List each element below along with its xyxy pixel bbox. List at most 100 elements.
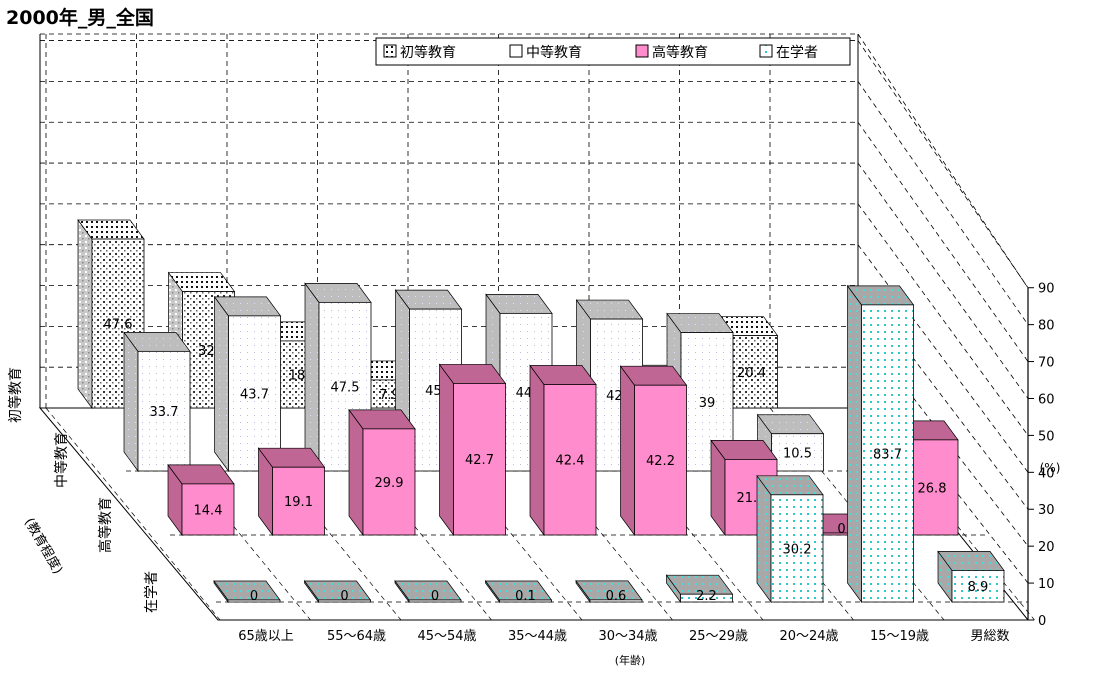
bar-top — [213, 580, 281, 601]
grid-line-side — [857, 40, 1029, 288]
x-tick-label: 15〜19歳 — [870, 629, 929, 644]
data-label: 0.6 — [606, 589, 627, 604]
x-tick-label: 25〜29歳 — [689, 629, 748, 644]
x-tick-label: 45〜54歳 — [417, 629, 476, 644]
bar: 19.1 — [257, 447, 326, 537]
grid-line-side — [857, 121, 1029, 362]
data-label: 0.1 — [515, 589, 536, 604]
bar-front — [951, 570, 1005, 603]
x-tick-label: 65歳以上 — [238, 629, 294, 644]
data-label: 42.2 — [646, 454, 675, 469]
data-label: 0 — [837, 522, 845, 537]
bar-front — [272, 466, 325, 536]
chart-axes: 0 10 20 30 40 50 60 70 80 90 65歳以上 55〜64歳 45〜54歳 35〜4… — [238, 282, 1054, 644]
x-tick-label: 男総数 — [970, 629, 1009, 644]
y-tick-label: 10 — [1038, 577, 1055, 592]
bar-side — [304, 282, 320, 473]
data-label: 83.7 — [873, 447, 902, 462]
depth-label: 初等教育 — [7, 367, 24, 423]
z-axis-label: (教育程度) — [21, 515, 66, 577]
grid-line-side — [857, 162, 1029, 399]
bar: 42.7 — [438, 363, 507, 537]
data-label: 10.5 — [783, 446, 812, 461]
y-tick-label: 0 — [1038, 614, 1046, 629]
y-tick-label: 90 — [1038, 282, 1055, 297]
y-tick-label: 80 — [1038, 319, 1055, 334]
data-label: 2.2 — [696, 589, 717, 604]
depth-label: 中等教育 — [53, 432, 70, 488]
legend-swatch — [383, 44, 397, 58]
grid-line-side — [857, 203, 1029, 436]
bar: 83.7 — [846, 284, 915, 604]
bar: 43.7 — [213, 295, 282, 473]
bar-side — [620, 365, 635, 537]
bar-front — [137, 350, 191, 472]
legend-swatch — [509, 44, 523, 58]
data-label: 43.7 — [240, 387, 269, 402]
data-label: 39 — [699, 396, 716, 411]
y-tick-label: 40 — [1038, 466, 1055, 481]
y-tick-label: 60 — [1038, 392, 1055, 407]
legend-entry: 高等教育 — [652, 44, 708, 61]
depth-label: 高等教育 — [97, 497, 114, 553]
bar: 14.4 — [167, 463, 235, 537]
data-label: 8.9 — [968, 580, 989, 595]
bar: 30.2 — [756, 474, 824, 604]
depth-label: 在学者 — [144, 571, 160, 613]
bar: 0.1 — [484, 579, 553, 604]
data-label: 30.2 — [783, 542, 812, 557]
bar-side — [348, 408, 364, 537]
y-axis-label: (%) — [1040, 461, 1061, 475]
bar: 0 — [303, 579, 372, 604]
x-tick-label: 20〜24歳 — [779, 629, 838, 644]
bar: 42.2 — [619, 365, 688, 537]
side-wall-top — [857, 33, 1029, 289]
bar-front — [499, 599, 552, 603]
data-label: 0 — [340, 589, 348, 604]
data-label: 19.1 — [284, 495, 313, 510]
bar-side — [756, 474, 772, 604]
bar-front — [861, 304, 914, 603]
x-tick-label: 30〜34歳 — [598, 629, 657, 644]
bar-front — [543, 384, 597, 536]
bar-side — [214, 295, 229, 473]
data-label: 0 — [431, 589, 439, 604]
data-label: 14.4 — [194, 503, 223, 518]
data-label: 29.9 — [375, 476, 404, 491]
bar-front — [228, 315, 281, 472]
bar: 0 — [394, 579, 462, 604]
bar-front — [589, 599, 643, 603]
bar-front — [771, 433, 824, 472]
bar: 33.7 — [123, 331, 191, 473]
chart-bars: 47.632.18.7.96.720.433.743.747.545.44.42… — [77, 218, 1005, 604]
bar-side — [847, 284, 862, 604]
data-label: 7.9 — [379, 388, 400, 403]
legend-swatch — [759, 44, 773, 58]
bar: 29.9 — [348, 408, 416, 537]
bar: 2.2 — [665, 574, 734, 604]
y-tick-label: 50 — [1038, 429, 1055, 444]
y-tick-label: 20 — [1038, 540, 1055, 555]
data-label: 42.4 — [556, 454, 585, 469]
legend: 初等教育 中等教育 高等教育 在学者 — [375, 37, 851, 66]
bar-side — [439, 363, 454, 537]
bar-top — [303, 580, 372, 601]
y-tick-label: 30 — [1038, 503, 1055, 518]
legend-entry: 在学者 — [776, 45, 818, 61]
legend-swatch — [635, 44, 649, 58]
grid-line-side — [857, 244, 1029, 473]
x-tick-label: 35〜44歳 — [508, 629, 567, 644]
legend-entry: 中等教育 — [526, 44, 582, 61]
bar-side — [529, 364, 545, 537]
bar-front — [227, 599, 281, 603]
data-label: 18. — [289, 368, 310, 383]
x-tick-label: 55〜64歳 — [327, 629, 386, 644]
bar-front — [770, 494, 824, 603]
bar-front — [680, 593, 733, 603]
data-label: 0 — [250, 589, 258, 604]
data-label: 33.7 — [150, 405, 179, 420]
y-tick-label: 70 — [1038, 356, 1055, 371]
bar-front — [181, 483, 235, 536]
bar-front — [634, 384, 687, 536]
